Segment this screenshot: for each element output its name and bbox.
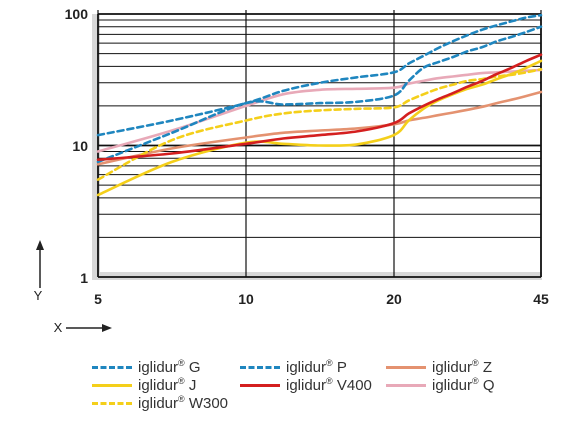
legend-swatch-w300 <box>92 401 132 405</box>
series-line-z <box>96 90 543 166</box>
y-axis-arrowhead <box>36 240 44 250</box>
legend-label-v400: iglidur® V400 <box>286 376 372 394</box>
y-tick-label-1: 1 <box>80 270 88 286</box>
legend-swatch-v400 <box>240 383 280 387</box>
series-line-w300 <box>96 68 543 181</box>
x-axis-label: X <box>54 320 63 335</box>
legend-item-q: iglidur® Q <box>386 376 495 394</box>
x-tick-label-5: 5 <box>94 291 102 307</box>
legend-swatch-g <box>92 365 132 369</box>
legend-label-q: iglidur® Q <box>432 376 495 394</box>
legend-label-g: iglidur® G <box>138 358 201 376</box>
legend-label-p: iglidur® P <box>286 358 347 376</box>
series-line-p <box>96 13 543 137</box>
series-line-v400 <box>96 53 543 161</box>
x-axis-arrowhead <box>102 324 112 332</box>
y-tick-label-100: 100 <box>65 6 89 22</box>
x-tick-label-20: 20 <box>386 291 402 307</box>
legend-label-w300: iglidur® W300 <box>138 394 229 412</box>
series-line-g <box>96 25 543 164</box>
legend-label-j: iglidur® J <box>138 376 197 394</box>
legend-item-z: iglidur® Z <box>386 358 492 376</box>
legend-item-j: iglidur® J <box>92 376 196 394</box>
legend-swatch-z <box>386 365 426 369</box>
grid <box>97 10 542 278</box>
legend-item-g: iglidur® G <box>92 358 201 376</box>
legend-item-p: iglidur® P <box>240 358 347 376</box>
series-layer <box>96 13 543 197</box>
y-tick-label-10: 10 <box>72 138 88 154</box>
x-tick-label-45: 45 <box>533 291 549 307</box>
legend-swatch-j <box>92 383 132 387</box>
x-tick-label-10: 10 <box>238 291 254 307</box>
legend: iglidur® G iglidur® J iglidur® W300 igli… <box>92 358 562 418</box>
legend-item-v400: iglidur® V400 <box>240 376 372 394</box>
line-chart: 100 10 1 5 10 20 45 Y X <box>34 6 549 335</box>
legend-label-z: iglidur® Z <box>432 358 493 376</box>
y-axis-band <box>92 14 100 280</box>
x-axis-band <box>92 272 542 280</box>
y-axis-label: Y <box>34 288 43 303</box>
legend-swatch-q <box>386 383 426 387</box>
legend-swatch-p <box>240 365 280 369</box>
legend-item-w300: iglidur® W300 <box>92 394 228 412</box>
